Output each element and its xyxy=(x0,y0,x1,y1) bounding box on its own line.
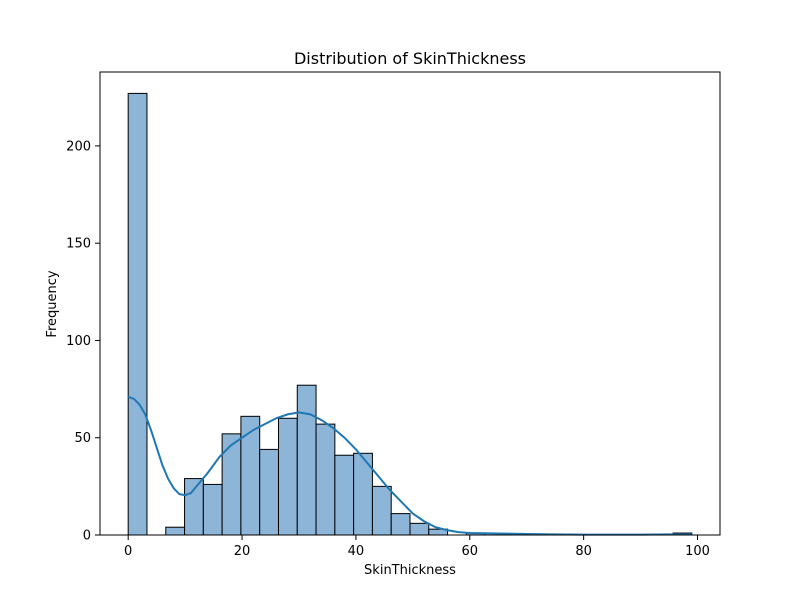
chart-title: Distribution of SkinThickness xyxy=(294,49,526,68)
y-tick-label: 100 xyxy=(66,334,91,349)
histogram-bar xyxy=(409,522,430,536)
x-tick-label: 60 xyxy=(462,544,479,559)
histogram-bar xyxy=(296,384,317,536)
y-tick-label: 200 xyxy=(66,139,91,154)
histogram-bar xyxy=(240,415,261,536)
x-tick-label: 80 xyxy=(575,544,592,559)
histogram-bar xyxy=(390,513,411,536)
histogram-bar xyxy=(315,423,336,536)
kde-curve xyxy=(127,395,692,536)
y-axis-label: Frequency xyxy=(45,270,60,337)
histogram-bar xyxy=(221,433,242,536)
histogram-bar xyxy=(371,485,392,536)
y-axis-ticks: 0 50 100 150 200 xyxy=(66,139,100,544)
histogram-bar xyxy=(277,417,298,536)
histogram-bar xyxy=(202,483,223,536)
histogram-bar xyxy=(165,526,186,536)
histogram-bars xyxy=(127,92,693,536)
y-tick-label: 50 xyxy=(74,431,91,446)
plot-frame xyxy=(99,71,721,536)
x-tick-label: 0 xyxy=(124,544,132,559)
y-tick-label: 0 xyxy=(83,529,91,544)
histogram-bar xyxy=(127,92,148,536)
x-tick-label: 20 xyxy=(234,544,251,559)
histogram-bar xyxy=(334,454,355,536)
histogram-bar xyxy=(259,448,279,536)
y-tick-label: 150 xyxy=(66,237,91,252)
x-axis-ticks: 0 20 40 60 80 100 xyxy=(124,535,710,559)
histogram-bar xyxy=(184,478,204,536)
x-tick-label: 100 xyxy=(685,544,710,559)
x-tick-label: 40 xyxy=(348,544,365,559)
x-axis-label: SkinThickness xyxy=(364,563,456,578)
